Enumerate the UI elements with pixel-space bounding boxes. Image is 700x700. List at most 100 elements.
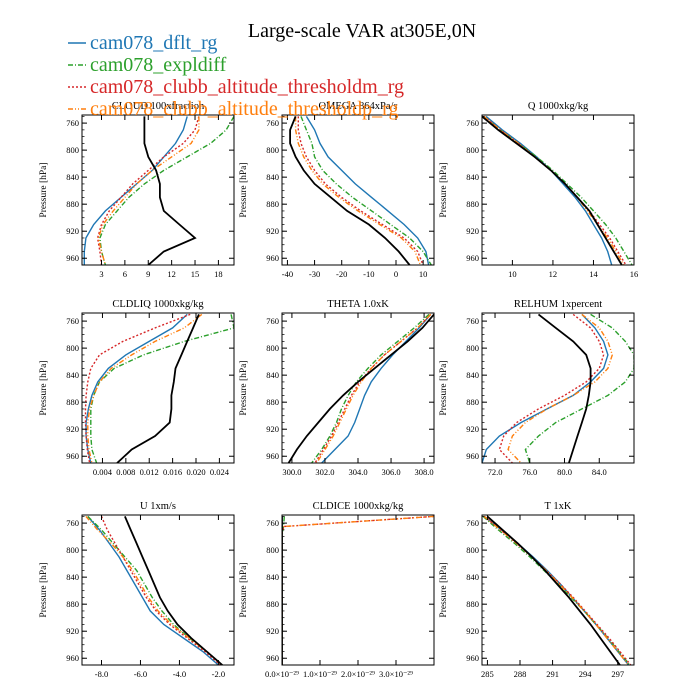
panel-series xyxy=(289,116,432,265)
x-tick-label: 3.0×10⁻²⁹ xyxy=(379,669,413,679)
y-tick-label: 840 xyxy=(466,172,479,182)
series-line-reference xyxy=(287,313,434,463)
y-tick-label: 800 xyxy=(266,545,279,555)
y-tick-label: 840 xyxy=(466,370,479,380)
x-tick-label: -2.0 xyxy=(212,669,225,679)
series-line-cam078_clubb_altitude_thresholdm_rg xyxy=(84,313,191,463)
y-axis-label: Pressure [hPa] xyxy=(39,360,49,415)
legend: cam078_dflt_rgcam078_expldiffcam078_club… xyxy=(68,32,404,120)
plot-frame xyxy=(81,514,235,666)
y-tick-label: 760 xyxy=(66,118,79,128)
series-line-cam078_clubb_altitude_thresholdm_rg xyxy=(100,516,221,665)
series-line-cam078_clubb_altitude_thresholdp_rg xyxy=(294,116,422,265)
y-tick-label: 880 xyxy=(266,199,279,209)
x-tick-label: 2.0×10⁻²⁹ xyxy=(341,669,375,679)
y-tick-label: 800 xyxy=(66,145,79,155)
series-line-cam078_dflt_rg xyxy=(482,313,609,463)
series-line-cam078_clubb_altitude_thresholdp_rg xyxy=(282,515,434,665)
series-line-cam078_dflt_rg xyxy=(83,116,188,265)
series-line-cam078_clubb_altitude_thresholdp_rg xyxy=(507,313,614,463)
y-tick-label: 800 xyxy=(66,343,79,353)
series-line-cam078_clubb_altitude_thresholdm_rg xyxy=(297,116,424,265)
y-tick-label: 920 xyxy=(66,626,79,636)
y-tick-label: 920 xyxy=(466,226,479,236)
figure-title: Large-scale VAR at305E,0N xyxy=(248,20,476,42)
y-tick-label: 880 xyxy=(466,199,479,209)
panel-series xyxy=(482,313,634,463)
y-tick-label: 880 xyxy=(66,199,79,209)
x-tick-label: 304.0 xyxy=(348,467,367,477)
panel-series xyxy=(482,515,632,665)
chart-panel-7: U 1xm/s 760 800 840 880 920 960 -8.0 -6.0 -4.0 -2.… xyxy=(39,501,235,679)
x-tick-label: 12 xyxy=(549,269,558,279)
y-axis-label: Pressure [hPa] xyxy=(239,562,249,617)
chart-panel-2: OMEGA 864xPa/s 760 800 840 880 920 960-40 -30 -2… xyxy=(239,101,435,279)
x-tick-label: -30 xyxy=(309,269,320,279)
y-tick-label: 800 xyxy=(466,545,479,555)
y-tick-label: 800 xyxy=(266,145,279,155)
series-line-reference xyxy=(537,313,592,463)
panel-title: CLDLIQ 1000xkg/kg xyxy=(112,299,204,310)
legend-entry: cam078_clubb_altitude_thresholdp_rg xyxy=(90,98,398,120)
y-tick-label: 880 xyxy=(266,599,279,609)
y-tick-label: 760 xyxy=(466,118,479,128)
series-line-reference xyxy=(116,314,200,463)
y-axis-label: Pressure [hPa] xyxy=(439,162,449,217)
x-tick-label: 10 xyxy=(419,269,428,279)
x-tick-label: 12 xyxy=(167,269,176,279)
series-line-cam078_clubb_altitude_thresholdm_rg xyxy=(282,515,434,665)
series-line-cam078_expldiff xyxy=(300,116,432,265)
panel-series xyxy=(85,515,223,665)
chart-panel-4: CLDLIQ 1000xkg/kg 760 800 840 880 920 960 0.004… xyxy=(39,299,235,477)
y-tick-label: 840 xyxy=(66,572,79,582)
x-tick-label: 291 xyxy=(546,669,559,679)
x-tick-label: 302.0 xyxy=(315,467,334,477)
series-line-cam078_expldiff xyxy=(90,314,234,463)
y-tick-label: 920 xyxy=(266,626,279,636)
x-tick-label: -20 xyxy=(336,269,347,279)
plot-frame xyxy=(81,312,235,464)
series-line-cam078_clubb_altitude_thresholdm_rg xyxy=(483,515,632,665)
plot-frame xyxy=(481,114,635,266)
y-tick-label: 880 xyxy=(66,397,79,407)
x-tick-label: 308.0 xyxy=(415,467,434,477)
x-tick-label: 0.016 xyxy=(163,467,182,477)
series-line-cam078_dflt_rg xyxy=(485,115,613,265)
panel-title: T 1xK xyxy=(545,501,572,512)
y-tick-label: 920 xyxy=(66,424,79,434)
panel-title: Q 1000xkg/kg xyxy=(528,101,589,112)
plot-frame xyxy=(281,514,435,666)
series-line-cam078_dflt_rg xyxy=(87,515,219,665)
y-tick-label: 960 xyxy=(266,653,279,663)
series-line-cam078_clubb_altitude_thresholdp_rg xyxy=(85,515,223,665)
y-tick-label: 760 xyxy=(466,316,479,326)
y-tick-label: 960 xyxy=(66,253,79,263)
y-axis-label: Pressure [hPa] xyxy=(239,162,249,217)
series-line-cam078_dflt_rg xyxy=(321,313,432,463)
y-tick-label: 960 xyxy=(266,253,279,263)
x-tick-label: -6.0 xyxy=(134,669,147,679)
series-line-cam078_expldiff xyxy=(311,313,430,463)
chart-panel-8: CLDICE 1000xkg/kg 760 800 840 880 920 960 0.0×1… xyxy=(239,501,435,679)
y-tick-label: 920 xyxy=(266,424,279,434)
y-tick-label: 960 xyxy=(66,653,79,663)
x-tick-label: 9 xyxy=(146,269,150,279)
x-tick-label: 84.0 xyxy=(592,467,607,477)
legend-entry: cam078_expldiff xyxy=(90,54,227,76)
y-axis-label: Pressure [hPa] xyxy=(439,360,449,415)
series-line-cam078_clubb_altitude_thresholdm_rg xyxy=(96,116,200,265)
series-line-cam078_expldiff xyxy=(99,116,234,265)
series-line-reference xyxy=(289,116,411,265)
y-tick-label: 800 xyxy=(466,145,479,155)
series-line-reference xyxy=(486,515,621,665)
y-tick-label: 760 xyxy=(466,518,479,528)
panel-series xyxy=(83,116,234,265)
x-tick-label: 16 xyxy=(630,269,639,279)
panel-series xyxy=(482,115,633,265)
x-tick-label: 306.0 xyxy=(381,467,400,477)
series-line-cam078_dflt_rg xyxy=(483,515,630,665)
x-tick-label: 14 xyxy=(589,269,598,279)
series-line-cam078_clubb_altitude_thresholdm_rg xyxy=(483,115,627,265)
series-line-cam078_clubb_altitude_thresholdp_rg xyxy=(483,115,625,265)
